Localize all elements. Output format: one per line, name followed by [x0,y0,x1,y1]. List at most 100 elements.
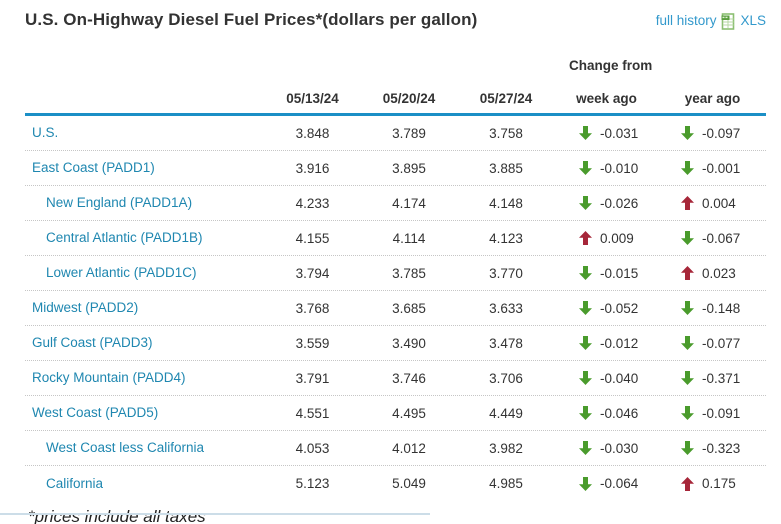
title-row: U.S. On-Highway Diesel Fuel Prices*(doll… [25,10,766,38]
year-change-cell: -0.001 [659,161,766,176]
region-link[interactable]: California [46,475,104,491]
price-cell: 4.053 [295,440,330,456]
region-link[interactable]: U.S. [32,125,59,140]
price-cell: 3.559 [295,335,330,351]
table-body: U.S. 3.848 3.789 3.758 -0.031 -0.097 Eas… [25,116,766,501]
arrow-down-icon [579,441,592,455]
arrow-up-icon [681,196,694,210]
year-change-cell: 0.175 [659,476,766,491]
full-history-link[interactable]: full history [655,13,717,28]
region-link[interactable]: Rocky Mountain (PADD4) [32,370,186,385]
week-change-value: -0.040 [600,370,639,386]
arrow-up-icon [681,476,694,491]
price-cell: 3.768 [295,300,330,316]
region-cell: Midwest (PADD2) [25,299,265,317]
year-change-value: -0.097 [702,125,741,141]
year-change-value: 0.023 [702,265,736,281]
year-change-value: -0.077 [702,335,741,351]
week-change-value: -0.031 [600,125,639,141]
region-link[interactable]: Central Atlantic (PADD1B) [46,230,203,245]
table-row: Midwest (PADD2) 3.768 3.685 3.633 -0.052… [25,291,766,326]
week-change-value: -0.052 [600,300,639,316]
week-change-cell: 0.009 [554,231,659,246]
arrow-up-icon [579,231,592,245]
price-cell: 5.123 [295,476,330,491]
week-change-cell: -0.040 [554,371,659,386]
arrow-down-icon [579,161,592,175]
year-change-cell: -0.097 [659,126,766,141]
price-cell: 3.785 [392,265,426,281]
table-row: U.S. 3.848 3.789 3.758 -0.031 -0.097 [25,116,766,151]
price-cell: 5.049 [392,476,426,491]
week-change-value: -0.046 [600,405,639,421]
region-link[interactable]: West Coast (PADD5) [32,405,159,420]
region-cell: West Coast (PADD5) [25,404,265,422]
arrow-down-icon [681,371,694,385]
year-change-value: -0.067 [702,230,741,246]
year-change-value: 0.175 [702,476,736,491]
year-change-value: -0.323 [702,440,741,456]
arrow-down-icon [681,441,694,455]
price-cell: 3.478 [489,335,523,351]
arrow-down-icon [579,406,592,420]
week-change-cell: -0.015 [554,266,659,281]
region-link[interactable]: Lower Atlantic (PADD1C) [46,265,197,280]
price-cell: 3.706 [489,370,523,386]
region-cell: Central Atlantic (PADD1B) [25,229,265,247]
price-cell: 3.916 [295,160,330,176]
week-change-cell: -0.064 [554,476,659,491]
arrow-down-icon [579,476,592,491]
region-link[interactable]: New England (PADD1A) [46,195,193,210]
price-cell: 3.885 [489,160,523,176]
arrow-down-icon [681,406,694,420]
price-cell: 4.155 [295,230,330,246]
week-change-value: -0.010 [600,160,639,176]
arrow-down-icon [579,371,592,385]
price-cell: 3.490 [392,335,426,351]
arrow-down-icon [579,301,592,315]
price-cell: 4.148 [489,195,523,211]
price-cell: 3.982 [489,440,523,456]
price-cell: 3.758 [489,125,523,141]
date-header-3: 05/27/24 [479,91,533,106]
price-cell: 4.551 [295,405,330,421]
region-link[interactable]: East Coast (PADD1) [32,160,155,175]
xls-download-link[interactable]: XLS [740,13,766,28]
year-change-cell: 0.004 [659,196,766,211]
arrow-down-icon [579,196,592,210]
price-cell: 3.789 [392,125,426,141]
footnote: *prices include all taxes [28,507,206,524]
price-cell: 4.985 [489,476,523,491]
table-row: Gulf Coast (PADD3) 3.559 3.490 3.478 -0.… [25,326,766,361]
week-change-value: -0.064 [600,476,639,491]
week-change-cell: -0.010 [554,161,659,176]
price-cell: 3.633 [489,300,523,316]
region-link[interactable]: West Coast less California [46,440,205,455]
week-change-cell: -0.012 [554,336,659,351]
table-header: Change from 05/13/24 05/20/24 05/27/24 w… [25,47,766,116]
week-change-cell: -0.046 [554,406,659,421]
year-change-cell: -0.323 [659,441,766,456]
week-change-cell: -0.031 [554,126,659,141]
week-change-cell: -0.026 [554,196,659,211]
arrow-down-icon [681,301,694,315]
date-header-2: 05/20/24 [382,91,436,106]
table-row: East Coast (PADD1) 3.916 3.895 3.885 -0.… [25,151,766,186]
region-link[interactable]: Gulf Coast (PADD3) [32,335,153,350]
arrow-up-icon [681,266,694,280]
year-change-cell: -0.091 [659,406,766,421]
year-change-value: -0.371 [702,370,741,386]
price-cell: 4.449 [489,405,523,421]
page-title: U.S. On-Highway Diesel Fuel Prices*(doll… [25,10,478,29]
arrow-down-icon [579,126,592,140]
year-change-cell: -0.077 [659,336,766,351]
table-row: Lower Atlantic (PADD1C) 3.794 3.785 3.77… [25,256,766,291]
price-cell: 3.794 [295,265,330,281]
year-change-value: -0.001 [702,160,741,176]
price-cell: 4.123 [489,230,523,246]
table-row: West Coast less California 4.053 4.012 3… [25,431,766,466]
region-link[interactable]: Midwest (PADD2) [32,300,139,315]
region-cell: Gulf Coast (PADD3) [25,334,265,352]
week-change-value: -0.026 [600,195,639,211]
week-change-value: -0.012 [600,335,639,351]
